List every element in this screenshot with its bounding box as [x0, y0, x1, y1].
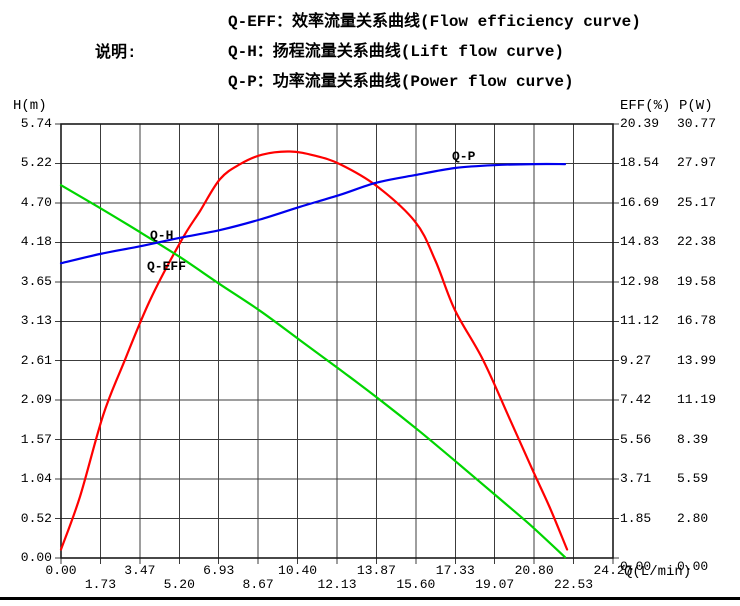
- left-axis-title: H(m): [13, 98, 47, 114]
- q-axis-tick-label: 1.73: [84, 577, 117, 592]
- curve-label-q-p: Q-P: [452, 149, 476, 164]
- x-axis-title: Q(L/min): [624, 564, 692, 580]
- p-axis-tick-label: 13.99: [677, 352, 717, 368]
- right-axis-eff-title: EFF(%): [620, 98, 671, 114]
- q-axis-tick-label: 13.87: [356, 563, 396, 578]
- p-axis-tick-label: 19.58: [677, 273, 717, 289]
- q-axis-tick-label: 3.47: [124, 563, 156, 578]
- h-axis-tick-label: 1.57: [20, 431, 52, 447]
- eff-axis-tick-label: 9.27: [620, 352, 652, 368]
- legend-line-q-h: Q-H：扬程流量关系曲线(Lift flow curve): [228, 43, 565, 61]
- h-axis-tick-label: 2.61: [20, 352, 52, 368]
- q-axis-tick-label: 5.20: [163, 577, 195, 592]
- eff-axis-tick-label: 14.83: [620, 234, 660, 250]
- h-axis-tick-label: 0.52: [20, 510, 52, 526]
- q-axis-tick-label: 19.07: [475, 577, 515, 592]
- h-axis-tick-label: 0.00: [20, 550, 52, 565]
- p-axis-tick-label: 25.17: [677, 194, 717, 210]
- q-axis-tick-label: 12.13: [317, 577, 357, 592]
- p-axis-tick-label: 30.77: [677, 116, 717, 131]
- q-axis-tick-label: 8.67: [242, 577, 274, 592]
- q-axis-tick-label: 6.93: [203, 563, 235, 578]
- q-axis-tick-label: 0.00: [45, 563, 77, 578]
- h-axis-tick-label: 5.22: [20, 155, 52, 171]
- q-axis-tick-label: 17.33: [435, 563, 475, 578]
- h-axis-tick-label: 1.04: [20, 471, 52, 487]
- legend-line-q-eff: Q-EFF：效率流量关系曲线(Flow efficiency curve): [228, 13, 641, 31]
- p-axis-tick-label: 5.59: [677, 471, 709, 487]
- eff-axis-tick-label: 12.98: [620, 273, 660, 289]
- h-axis-tick-label: 4.70: [20, 194, 52, 210]
- p-axis-tick-label: 2.80: [677, 510, 709, 526]
- bottom-border-line: [0, 597, 740, 600]
- eff-axis-tick-label: 20.39: [620, 116, 660, 131]
- eff-axis-tick-label: 7.42: [620, 392, 652, 408]
- q-axis-tick-label: 24.27: [593, 563, 633, 578]
- h-axis-tick-label: 4.18: [20, 234, 52, 250]
- p-axis-tick-label: 8.39: [677, 431, 709, 447]
- h-axis-tick-label: 2.09: [20, 392, 52, 408]
- q-axis-tick-label: 20.80: [514, 563, 554, 578]
- eff-axis-tick-label: 3.71: [620, 471, 652, 487]
- plot-border: [60, 123, 614, 559]
- eff-axis-tick-label: 1.85: [620, 510, 652, 526]
- q-axis-tick-label: 22.53: [554, 577, 594, 592]
- p-axis-tick-label: 27.97: [677, 155, 717, 171]
- curve-q-p: [59, 162, 567, 265]
- curve-q-eff: [59, 150, 569, 551]
- h-axis-tick-label: 5.74: [20, 116, 52, 131]
- p-axis-tick-label: 11.19: [677, 392, 717, 408]
- legend-title: 说明:: [95, 44, 137, 62]
- right-axis-p-title: P(W): [679, 98, 713, 114]
- h-axis-tick-label: 3.13: [20, 313, 52, 329]
- eff-axis-tick-label: 5.56: [620, 431, 652, 447]
- q-axis-tick-label: 10.40: [278, 563, 318, 578]
- eff-axis-tick-label: 16.69: [620, 194, 660, 210]
- eff-axis-tick-label: 11.12: [620, 313, 660, 329]
- legend-line-q-p: Q-P：功率流量关系曲线(Power flow curve): [228, 73, 574, 91]
- p-axis-tick-label: 22.38: [677, 234, 717, 250]
- curve-label-q-eff: Q-EFF: [147, 259, 187, 274]
- p-axis-tick-label: 0.00: [677, 559, 709, 574]
- q-axis-tick-label: 15.60: [396, 577, 436, 592]
- p-axis-tick-label: 16.78: [677, 313, 717, 329]
- eff-axis-tick-label: 18.54: [620, 155, 660, 171]
- eff-axis-tick-label: 0.00: [620, 559, 652, 574]
- h-axis-tick-label: 3.65: [20, 273, 52, 289]
- grid-lines: [55, 123, 619, 564]
- curve-q-h: [59, 184, 567, 559]
- curve-label-q-h: Q-H: [150, 228, 174, 243]
